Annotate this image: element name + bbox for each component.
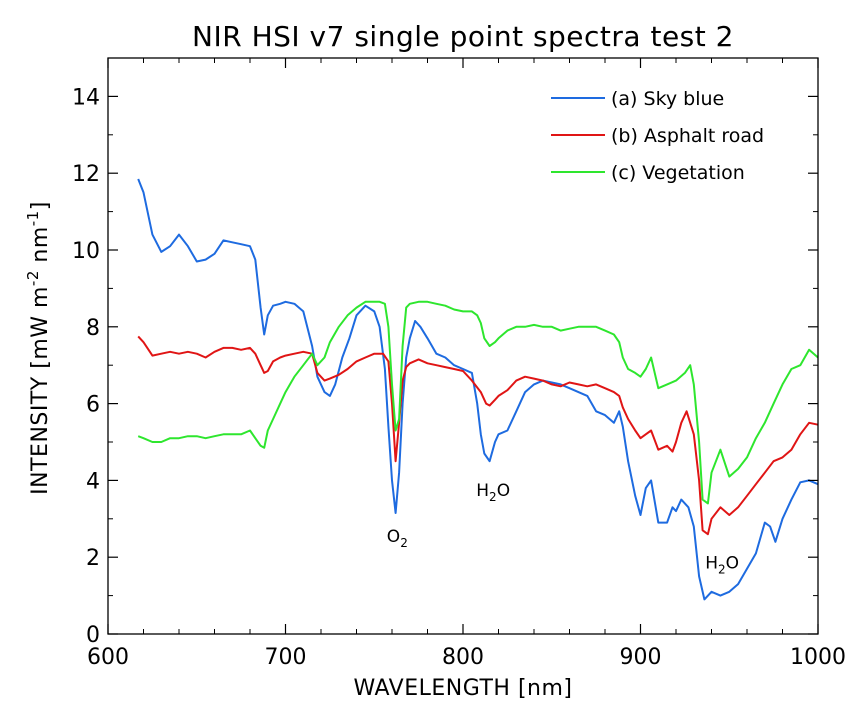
annotation-tail: O <box>497 481 510 501</box>
annotation-sub: 2 <box>400 536 408 550</box>
annotation-main: H <box>705 554 718 574</box>
chart-title: NIR HSI v7 single point spectra test 2 <box>192 20 734 53</box>
y-tick-label: 8 <box>86 316 100 341</box>
ticks-layer: 600 700 800 900 1000 0 2 4 6 8 10 12 14 <box>72 58 846 670</box>
annotation-tail: O <box>726 554 739 574</box>
y-axis-label-end: ] <box>28 201 53 210</box>
x-tick-label: 700 <box>265 645 307 670</box>
y-tick-label: 12 <box>72 162 100 187</box>
y-axis-label-exp1: -2 <box>24 270 42 286</box>
x-tick-label: 1000 <box>790 645 846 670</box>
y-tick-label: 14 <box>72 85 100 110</box>
annotation-sub: 2 <box>489 490 497 504</box>
legend-label-2: (c) Vegetation <box>611 162 745 184</box>
legend-label-0: (a) Sky blue <box>611 88 724 110</box>
x-tick-label: 800 <box>442 645 484 670</box>
series-line-2 <box>137 300 819 505</box>
y-tick-label: 10 <box>72 239 100 264</box>
x-tick-label: 600 <box>87 645 129 670</box>
y-axis-label-exp2: -1 <box>24 210 42 226</box>
series-line-0 <box>137 178 819 601</box>
annotation-1: H2O <box>476 481 510 504</box>
series-layer <box>137 178 819 601</box>
annotation-main: H <box>476 481 489 501</box>
annotation-2: H2O <box>705 554 739 577</box>
annotation-main: O <box>387 527 400 547</box>
y-tick-label: 0 <box>86 623 100 648</box>
legend: (a) Sky blue (b) Asphalt road (c) Vegetati… <box>551 88 764 184</box>
y-tick-label: 2 <box>86 546 100 571</box>
x-tick-label: 900 <box>620 645 662 670</box>
y-tick-label: 4 <box>86 469 100 494</box>
annotation-sub: 2 <box>718 563 726 577</box>
series-line-1 <box>137 335 819 536</box>
y-axis-label: INTENSITY [mW m-2 nm-1] <box>24 201 53 495</box>
legend-label-1: (b) Asphalt road <box>611 125 764 147</box>
y-axis-label-mid: nm <box>28 226 53 270</box>
annotation-0: O2 <box>387 527 408 550</box>
x-axis-label: WAVELENGTH [nm] <box>353 676 572 701</box>
y-axis-label-main: INTENSITY [mW m <box>28 286 53 495</box>
y-tick-label: 6 <box>86 393 100 418</box>
